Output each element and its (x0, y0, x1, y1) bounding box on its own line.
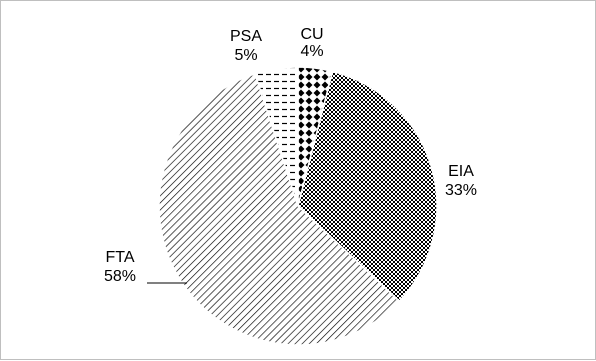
pie-slice-fta (158, 72, 401, 346)
label-eia-value: 33% (445, 182, 477, 199)
label-cu-name: CU (300, 26, 323, 43)
label-cu-value: 4% (300, 43, 323, 60)
pie-slice-psa (254, 66, 299, 207)
label-fta-name: FTA (105, 249, 134, 266)
label-eia-name: EIA (448, 163, 474, 180)
pie-slice-eia (297, 70, 438, 303)
label-fta-value: 58% (104, 268, 136, 285)
label-psa-name: PSA (230, 28, 262, 45)
label-psa-value: 5% (234, 47, 257, 64)
